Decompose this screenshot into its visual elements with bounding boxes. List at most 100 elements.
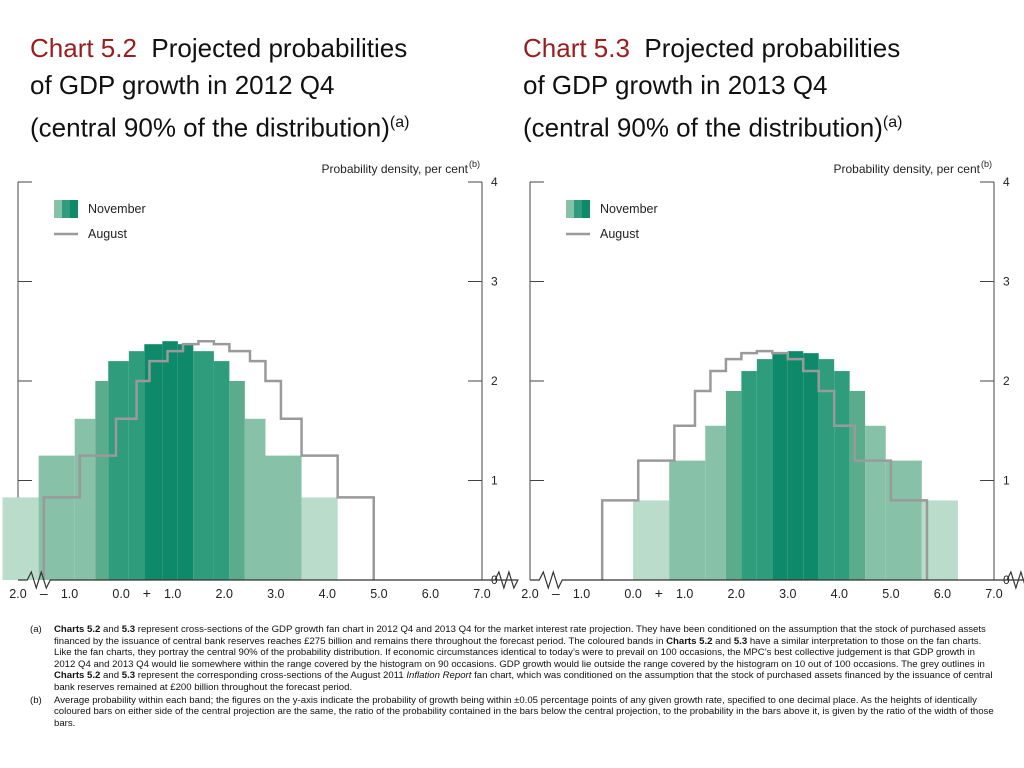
y-axis-title-note: (b) — [469, 159, 480, 169]
bar — [818, 359, 835, 580]
x-tick-label: 7.0 — [985, 587, 1002, 601]
bar — [772, 353, 788, 580]
bar — [865, 425, 886, 580]
legend-label: November — [600, 202, 658, 216]
footnote-label: (a) — [30, 624, 42, 635]
chart-title-line: (central 90% of the distribution) — [523, 112, 883, 143]
x-tick-label: 2.0 — [216, 587, 233, 601]
legend-swatch — [54, 200, 62, 218]
y-axis-title: Probability density, per cent — [833, 162, 980, 176]
august-outline — [600, 349, 929, 580]
legend-swatch — [62, 200, 70, 218]
bar — [162, 341, 178, 580]
bar — [741, 371, 757, 580]
bar — [787, 351, 804, 580]
bar — [301, 497, 338, 580]
chart-number: Chart 5.2 — [30, 33, 137, 63]
bar — [229, 381, 245, 580]
x-tick-label: 1.0 — [573, 587, 590, 601]
footnote-a: (a) Charts 5.2 and 5.3 represent cross-s… — [30, 624, 998, 694]
legend-label: August — [600, 227, 639, 241]
chart-title-line: Projected probabilities — [151, 33, 408, 63]
footnote-segment: Charts 5.2 — [54, 670, 101, 682]
y-tick-label: 3 — [491, 275, 498, 289]
chart-title-line: Projected probabilities — [644, 33, 901, 63]
footnote-segment: Charts 5.2 — [54, 624, 101, 635]
x-tick-label: 6.0 — [422, 587, 439, 601]
legend-swatch — [574, 200, 582, 218]
footnote-text: Average probability within each band; th… — [54, 695, 998, 730]
x-axis-baseline — [18, 569, 519, 591]
august-outline — [42, 339, 375, 580]
footnote-segment: and — [100, 624, 122, 635]
bar — [725, 390, 742, 580]
x-tick-label: 4.0 — [319, 587, 336, 601]
footnote-segment: represent the corresponding cross-sectio… — [135, 670, 407, 682]
bar — [193, 351, 214, 580]
footnote-segment: Average probability within each band; th… — [54, 694, 994, 729]
y-tick-label: 4 — [1003, 175, 1010, 189]
legend-label: August — [88, 227, 127, 241]
legend-swatch — [582, 200, 590, 218]
bar — [95, 381, 109, 580]
bar — [756, 359, 773, 580]
x-tick-label: 3.0 — [779, 587, 796, 601]
y-axis-title-note: (b) — [981, 159, 992, 169]
footnote-segment: 5.3 — [121, 670, 136, 682]
x-tick-label: 3.0 — [267, 587, 284, 601]
y-tick-label: 4 — [491, 175, 498, 189]
x-sign-plus: + — [655, 585, 663, 601]
bar — [834, 371, 850, 580]
x-tick-label: 1.0 — [61, 587, 78, 601]
x-tick-label: 1.0 — [676, 587, 693, 601]
x-sign-minus: – — [40, 585, 48, 601]
bar — [705, 425, 726, 580]
x-tick-label: 4.0 — [831, 587, 848, 601]
x-tick-label: 1.0 — [164, 587, 181, 601]
title-footnote-marker: (a) — [882, 114, 903, 131]
footnotes: (a) Charts 5.2 and 5.3 represent cross-s… — [30, 624, 998, 730]
x-tick-label: 2.0 — [521, 587, 538, 601]
x-tick-label: 0.0 — [112, 587, 129, 601]
footnote-segment: represent cross-sections of the GDP grow… — [54, 624, 986, 647]
chart-title-line: of GDP growth in 2013 Q4 — [523, 70, 828, 100]
footnote-label: (b) — [30, 694, 42, 706]
footnote-b: (b) Average probability within each band… — [30, 695, 998, 730]
footnote-segment: and — [712, 635, 734, 647]
x-tick-label: 5.0 — [370, 587, 387, 601]
footnote-segment: 5.3 — [733, 635, 748, 647]
legend-swatch — [566, 200, 574, 218]
bar — [128, 351, 145, 580]
title-footnote-marker: (a) — [389, 114, 410, 131]
chart-title-line: of GDP growth in 2012 Q4 — [30, 70, 335, 100]
chart-title-5-2: Chart 5.2 Projected probabilities of GDP… — [30, 30, 510, 147]
x-tick-label: 0.0 — [624, 587, 641, 601]
y-tick-label: 2 — [1003, 374, 1010, 388]
y-tick-label: 1 — [1003, 474, 1010, 488]
bar — [633, 500, 670, 580]
y-tick-label: 2 — [491, 374, 498, 388]
bar — [244, 418, 266, 580]
bar — [74, 418, 96, 580]
x-sign-plus: + — [143, 585, 151, 601]
x-tick-label: 6.0 — [934, 587, 951, 601]
chart-number: Chart 5.3 — [523, 33, 630, 63]
bar — [108, 361, 129, 580]
bar — [265, 455, 302, 580]
chart-title-line: (central 90% of the distribution) — [30, 112, 390, 143]
footnote-segment: 5.3 — [121, 624, 136, 635]
footnote-segment: fan chart, which was conditioned on the … — [54, 670, 993, 693]
legend-swatch — [70, 200, 78, 218]
footnote-segment: and — [100, 670, 122, 682]
footnote-segment: Charts 5.2 — [666, 635, 713, 647]
footnote-text: Charts 5.2 and 5.3 represent cross-secti… — [54, 624, 998, 694]
x-tick-label: 2.0 — [9, 587, 26, 601]
legend-label: November — [88, 202, 146, 216]
bar — [669, 460, 706, 580]
bar — [803, 353, 819, 580]
bar — [177, 344, 194, 580]
x-tick-label: 2.0 — [728, 587, 745, 601]
y-tick-label: 3 — [1003, 275, 1010, 289]
x-tick-label: 7.0 — [473, 587, 490, 601]
